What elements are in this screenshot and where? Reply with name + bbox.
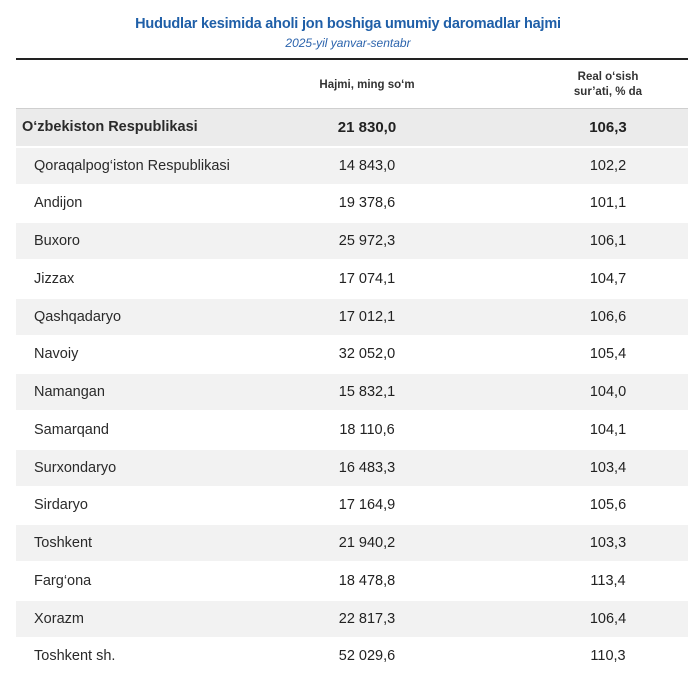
real-growth: 102,2 <box>589 157 627 174</box>
region-name: Sirdaryo <box>34 497 88 514</box>
income-volume: 17 012,1 <box>338 308 396 325</box>
real-growth: 113,4 <box>590 572 626 589</box>
table-row: Toshkent sh. 52 029,6 110,3 <box>16 638 688 674</box>
table-row: Buxoro 25 972,3 106,1 <box>16 223 688 260</box>
real-growth: 106,6 <box>589 308 627 325</box>
table-row: Namangan 15 832,1 104,0 <box>16 374 688 411</box>
region-name: Jizzax <box>34 270 75 287</box>
income-volume: 18 110,6 <box>339 421 395 438</box>
table-row: Sirdaryo 17 164,9 105,6 <box>16 487 688 524</box>
region-name: Toshkent <box>34 535 93 552</box>
real-growth: 106,1 <box>589 233 627 250</box>
region-name: Qoraqalpog‘iston Respublikasi <box>34 157 230 174</box>
region-name: O‘zbekiston Respublikasi <box>22 119 198 135</box>
income-volume: 17 074,1 <box>338 270 396 287</box>
region-name: Namangan <box>34 384 105 401</box>
income-volume: 32 052,0 <box>338 346 396 363</box>
table-row: Surxondaryo 16 483,3 103,4 <box>16 449 688 486</box>
income-volume: 21 940,2 <box>338 535 396 552</box>
real-growth: 110,3 <box>590 648 626 665</box>
region-name: Buxoro <box>34 233 80 250</box>
income-volume: 17 164,9 <box>338 497 396 514</box>
income-volume: 22 817,3 <box>338 610 396 627</box>
table-title: Hududlar kesimida aholi jon boshiga umum… <box>135 16 561 32</box>
region-name: Andijon <box>34 195 83 212</box>
real-growth: 104,0 <box>589 384 627 401</box>
region-name: Farg‘ona <box>34 572 92 589</box>
table-row: Navoiy 32 052,0 105,4 <box>16 336 688 373</box>
header-volume: Hajmi, ming so‘m <box>319 79 415 91</box>
table-subtitle: 2025-yil yanvar-sentabr <box>285 36 411 50</box>
table-header: Hajmi, ming so‘m Real o‘sish sur’ati, % … <box>16 60 688 109</box>
header-growth-line2: sur’ati, % da <box>573 86 643 98</box>
income-table: Hajmi, ming so‘m Real o‘sish sur’ati, % … <box>16 58 688 674</box>
real-growth: 106,4 <box>589 610 627 627</box>
income-volume: 15 832,1 <box>338 384 396 401</box>
real-growth: 105,4 <box>589 346 627 363</box>
income-volume: 16 483,3 <box>338 459 396 476</box>
region-name: Samarqand <box>34 421 109 438</box>
table-row: Qashqadaryo 17 012,1 106,6 <box>16 298 688 335</box>
header-growth: Real o‘sish sur’ati, % da <box>536 70 680 100</box>
table-row: Farg‘ona 18 478,8 113,4 <box>16 562 688 599</box>
table-row-total: O‘zbekiston Respublikasi 21 830,0 106,3 <box>16 109 688 146</box>
table-row: Samarqand 18 110,6 104,1 <box>16 411 688 448</box>
real-growth: 106,3 <box>589 119 627 136</box>
header-growth-line1: Real o‘sish <box>577 71 639 83</box>
region-name: Toshkent sh. <box>34 648 116 665</box>
table-row: Jizzax 17 074,1 104,7 <box>16 260 688 297</box>
income-volume: 52 029,6 <box>338 648 396 665</box>
table-row: Andijon 19 378,6 101,1 <box>16 185 688 222</box>
real-growth: 104,7 <box>589 270 627 287</box>
region-name: Qashqadaryo <box>34 308 122 325</box>
region-name: Xorazm <box>34 610 84 627</box>
region-name: Surxondaryo <box>34 459 117 476</box>
table-row: Qoraqalpog‘iston Respublikasi 14 843,0 1… <box>16 147 688 184</box>
income-volume: 18 478,8 <box>338 572 396 589</box>
real-growth: 101,1 <box>589 195 627 212</box>
table-row: Xorazm 22 817,3 106,4 <box>16 600 688 637</box>
income-volume: 14 843,0 <box>338 157 396 174</box>
income-volume: 21 830,0 <box>337 119 397 136</box>
income-volume: 19 378,6 <box>338 195 396 212</box>
top-rule <box>16 58 688 60</box>
real-growth: 104,1 <box>589 421 627 438</box>
table-row: Toshkent 21 940,2 103,3 <box>16 525 688 562</box>
real-growth: 105,6 <box>589 497 627 514</box>
real-growth: 103,3 <box>589 535 627 552</box>
region-name: Navoiy <box>34 346 79 363</box>
real-growth: 103,4 <box>589 459 627 476</box>
income-volume: 25 972,3 <box>338 233 396 250</box>
